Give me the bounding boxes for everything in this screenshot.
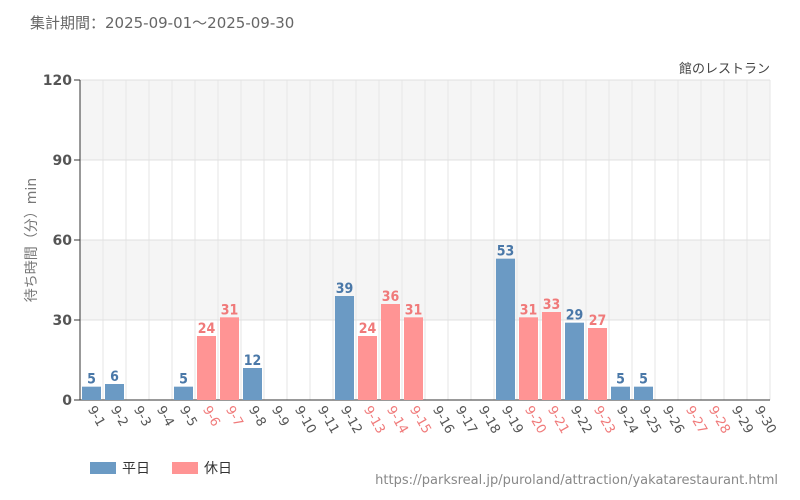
y-tick-label: 90 [53, 153, 73, 169]
x-tick-label: 9-6 [199, 404, 223, 430]
bar-9-23 [588, 328, 607, 400]
x-tick-label: 9-2 [107, 404, 131, 430]
x-tick-label: 9-1 [84, 404, 108, 430]
bar-value-label: 5 [87, 372, 96, 388]
y-axis: 0 30 60 90 120 [43, 73, 770, 409]
bar-value-label: 39 [336, 281, 354, 297]
bar-9-20 [519, 317, 538, 400]
x-tick-label: 9-3 [130, 404, 154, 430]
x-tick-label: 9-9 [268, 404, 292, 430]
x-tick-label: 9-24 [613, 404, 641, 437]
bar-value-label: 5 [616, 372, 625, 388]
x-tick-label: 9-18 [475, 404, 503, 437]
bar-9-24 [611, 386, 630, 400]
y-tick-label: 0 [62, 393, 72, 409]
bar-9-14 [381, 304, 400, 400]
bar-9-6 [197, 336, 216, 400]
bar-9-19 [496, 258, 515, 400]
x-tick-label: 9-11 [314, 404, 342, 437]
bar-value-label: 53 [497, 244, 515, 260]
legend-swatch-weekday [90, 462, 116, 474]
bar-9-25 [634, 386, 653, 400]
y-tick-label: 60 [53, 233, 73, 249]
legend-label-weekday: 平日 [122, 461, 150, 477]
x-tick-label: 9-7 [222, 404, 246, 430]
x-tick-label: 9-14 [383, 404, 411, 437]
x-tick-label: 9-17 [452, 404, 480, 437]
bar-9-22 [565, 322, 584, 400]
bar-9-2 [105, 384, 124, 400]
x-tick-label: 9-22 [567, 404, 595, 437]
bar-9-8 [243, 368, 262, 400]
x-tick-label: 9-20 [521, 404, 549, 437]
x-tick-label: 9-15 [406, 404, 434, 437]
bar-9-15 [404, 317, 423, 400]
x-tick-label: 9-28 [705, 404, 733, 437]
x-tick-label: 9-29 [728, 404, 756, 437]
x-tick-label: 9-4 [153, 404, 177, 430]
bar-value-label: 12 [244, 353, 262, 369]
x-tick-label: 9-25 [636, 404, 664, 437]
bar-value-label: 5 [639, 372, 648, 388]
x-tick-label: 9-13 [360, 404, 388, 437]
y-tick-label: 120 [43, 73, 72, 89]
bar-value-label: 36 [382, 289, 400, 305]
y-tick-label: 30 [53, 313, 73, 329]
bar-9-13 [358, 336, 377, 400]
period-label: 集計期間：2025-09-01～2025-09-30 [30, 14, 295, 32]
bars [82, 258, 653, 400]
x-tick-label: 9-16 [429, 404, 457, 437]
x-tick-label: 9-12 [337, 404, 365, 437]
x-tick-label: 9-5 [176, 404, 200, 430]
bar-value-label: 6 [110, 369, 119, 385]
bar-value-label: 24 [359, 321, 377, 337]
bar-value-label: 31 [405, 302, 423, 318]
bar-9-21 [542, 312, 561, 400]
legend-item-holiday: 休日 [172, 458, 232, 478]
bar-value-label: 24 [198, 321, 216, 337]
legend: 平日 休日 [90, 458, 232, 478]
legend-swatch-holiday [172, 462, 198, 474]
bar-value-label: 31 [520, 302, 538, 318]
bar-9-7 [220, 317, 239, 400]
source-url: https://parksreal.jp/puroland/attraction… [375, 473, 778, 488]
x-tick-label: 9-27 [682, 404, 710, 437]
x-tick-label: 9-23 [590, 404, 618, 437]
legend-label-holiday: 休日 [204, 461, 232, 477]
bar-9-5 [174, 386, 193, 400]
bar-value-label: 27 [589, 313, 607, 329]
bar-9-1 [82, 386, 101, 400]
legend-item-weekday: 平日 [90, 458, 150, 478]
bar-value-label: 29 [566, 308, 584, 324]
bar-9-12 [335, 296, 354, 400]
x-tick-label: 9-10 [291, 404, 319, 437]
bar-value-label: 5 [179, 372, 188, 388]
y-axis-label: 待ち時間（分）min [24, 178, 40, 302]
x-tick-label: 9-30 [751, 404, 779, 437]
bar-value-label: 33 [543, 297, 561, 313]
x-tick-label: 9-8 [245, 404, 269, 430]
x-tick-labels: 9-1 9-2 9-3 9-4 9-5 9-6 9-7 9-8 9-9 9-109-119-129… [84, 404, 779, 437]
x-tick-label: 9-19 [498, 404, 526, 437]
chart-title: 館のレストラン [679, 62, 770, 77]
x-tick-label: 9-21 [544, 404, 572, 437]
x-tick-label: 9-26 [659, 404, 687, 437]
bar-value-label: 31 [221, 302, 239, 318]
